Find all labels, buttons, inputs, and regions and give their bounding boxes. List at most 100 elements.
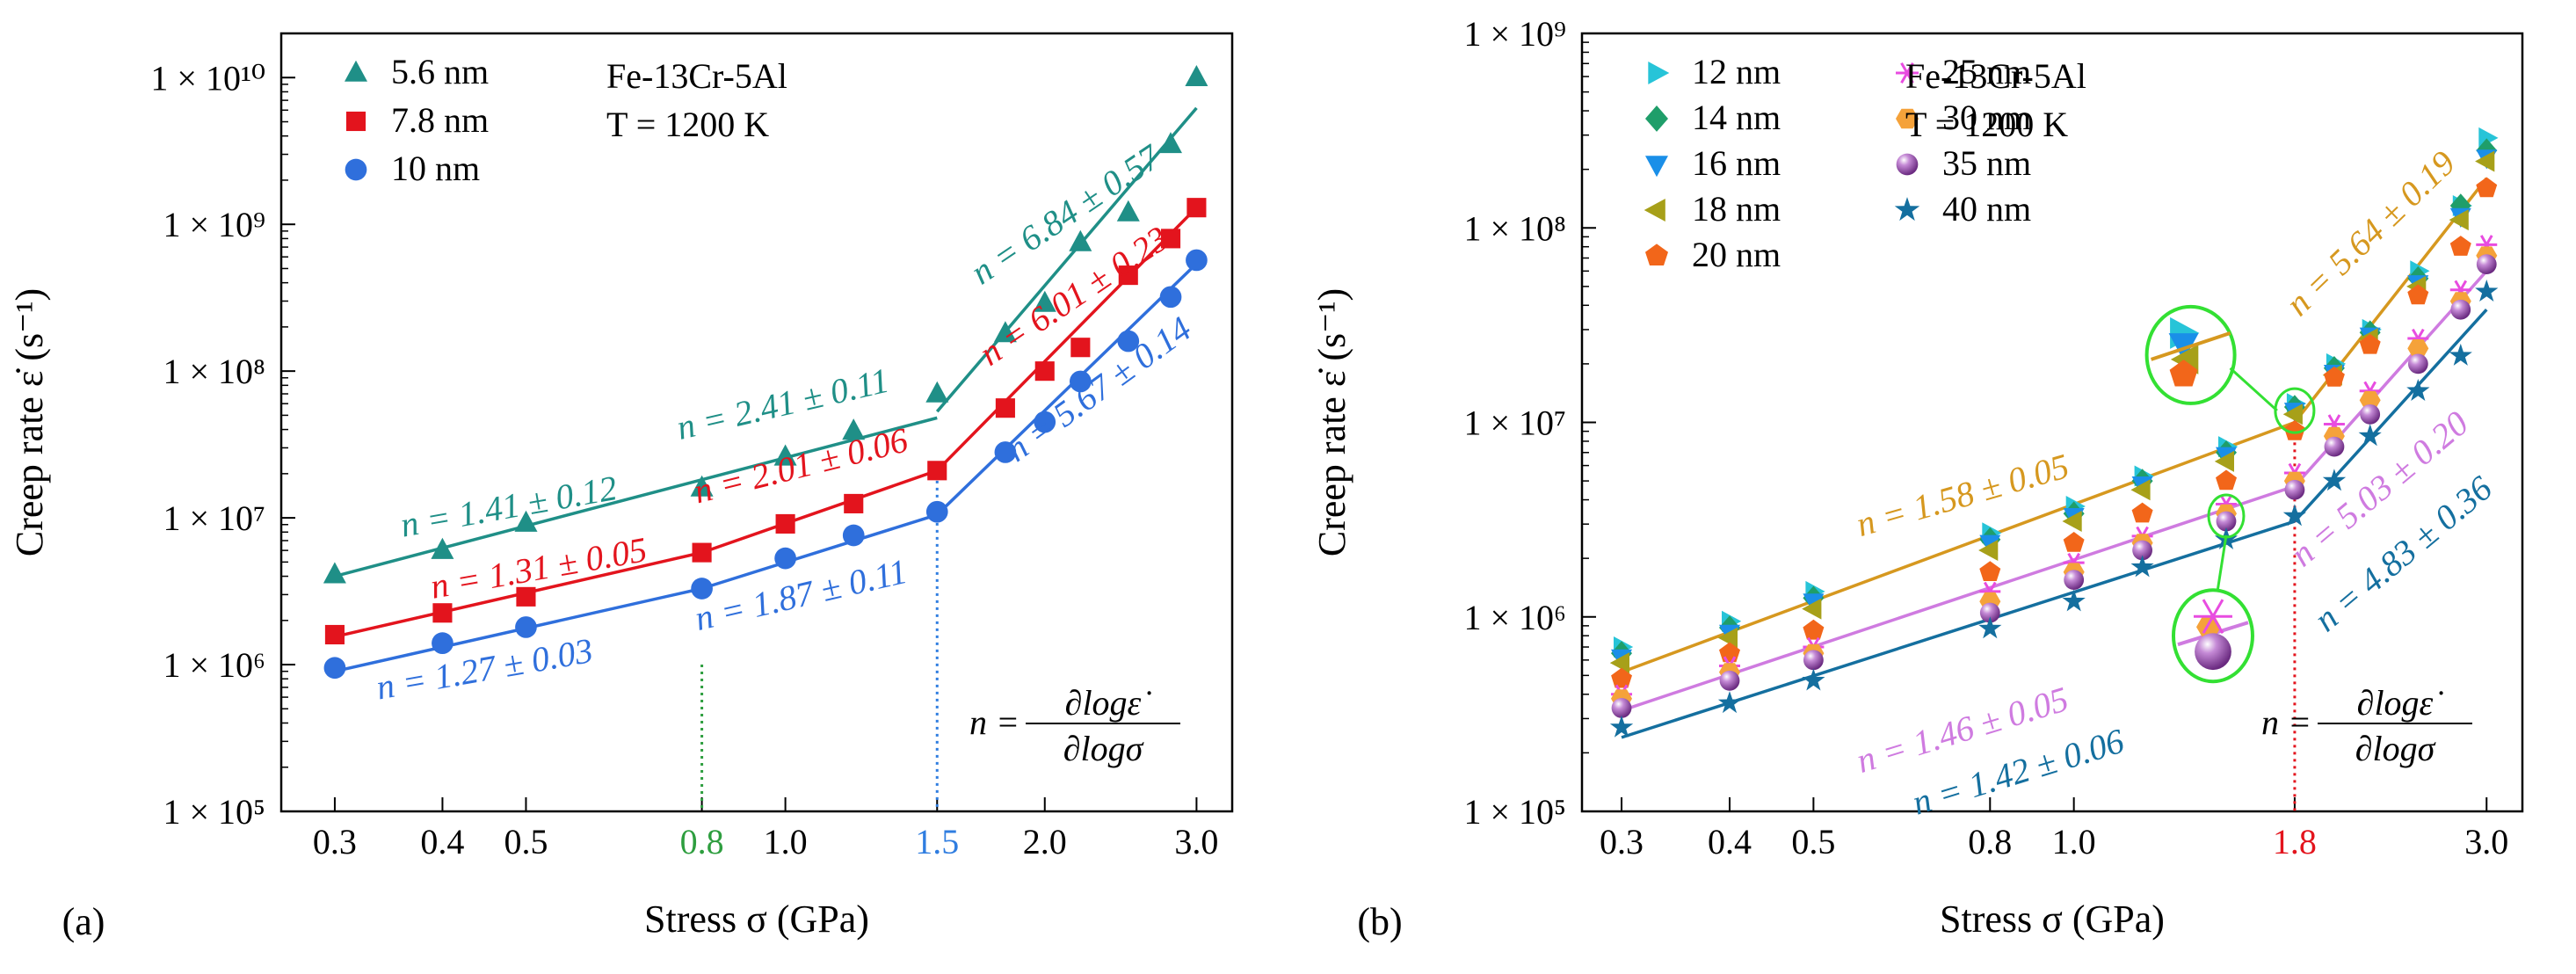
x-tick-label: 0.4: [420, 822, 464, 861]
x-tick-label: 0.3: [313, 822, 357, 861]
info-text: T = 1200 K: [606, 105, 769, 144]
fit-line: [2293, 309, 2488, 523]
data-point: [993, 321, 1017, 343]
data-point: [2449, 209, 2469, 231]
data-point: [2407, 284, 2429, 305]
legend-marker: [1896, 153, 1919, 176]
formula-denominator: ∂logσ: [2355, 729, 2436, 768]
slope-annotation: n = 1.31 ± 0.05: [427, 529, 649, 607]
legend-label: 25 nm: [1942, 52, 2031, 91]
data-point: [2216, 511, 2237, 532]
data-point: [2284, 479, 2305, 500]
legend-label: 10 nm: [391, 149, 480, 188]
data-point: [775, 513, 795, 534]
x-tick-label: 2.0: [1023, 822, 1067, 861]
x-axis-label: Stress σ (GPa): [644, 898, 869, 941]
data-point: [1186, 198, 1207, 218]
formula-denominator: ∂logσ: [1063, 729, 1144, 768]
data-point: [691, 578, 713, 600]
legend-label: 30 nm: [1942, 98, 2031, 137]
star-arm: [2202, 599, 2224, 634]
data-point: [432, 632, 454, 655]
data-point: [1033, 290, 1056, 312]
data-point: [2359, 333, 2381, 354]
data-point: [844, 493, 864, 513]
data-point: [2062, 511, 2082, 532]
info-text: T = 1200 K: [1905, 105, 2068, 144]
legend-label: 5.6 nm: [391, 52, 489, 91]
y-tick-label: 1 × 10⁸: [163, 352, 265, 391]
data-point: [994, 441, 1017, 463]
data-point: [432, 603, 453, 623]
data-point: [1159, 132, 1182, 154]
slope-annotation: n = 1.87 ± 0.11: [691, 551, 911, 638]
zoom-connector: [2229, 367, 2278, 412]
zoom-connector: [2216, 534, 2228, 592]
data-point: [1186, 249, 1208, 272]
x-tick-label: 0.5: [504, 822, 548, 861]
fit-line: [334, 416, 938, 578]
legend: 12 nm 14 nm 16 nm 18 nm 20 nm 25 nm 30 nm 35 nm…: [1644, 52, 2031, 274]
legend-marker: [1648, 62, 1670, 84]
panel-b: 0.3 0.4 0.5 0.8 1.0 1.8 3.0 1 × 10⁵ 1 × 10⁶ 1 × 1…: [1310, 14, 2524, 943]
data-point: [2475, 150, 2495, 172]
data-point: [323, 657, 346, 680]
data-point: [1717, 691, 1742, 714]
x-tick-label: 0.8: [1968, 822, 2012, 861]
data-point: [2475, 280, 2499, 302]
panel-a: 0.3 0.4 0.5 0.8 1.0 1.5 2.0 3.0 1 × 10⁵ 1 × 10⁶ 1 …: [8, 32, 1234, 943]
data-point: [2283, 420, 2305, 440]
data-point: [1979, 602, 2000, 623]
data-point: [2062, 589, 2086, 612]
legend-label: 7.8 nm: [391, 100, 489, 140]
data-point: [1803, 650, 1824, 671]
x-tick-label: 3.0: [1174, 822, 1218, 861]
formula-numerator: ∂logε̇: [2357, 683, 2444, 723]
data-point: [1117, 330, 1140, 353]
x-axis-label: Stress σ (GPa): [1940, 898, 2165, 941]
data-point: [1069, 229, 1092, 251]
y-tick-label: 1 × 10⁶: [163, 645, 265, 685]
legend-label: 20 nm: [1692, 235, 1781, 274]
fit-line: [935, 106, 1198, 413]
legend-marker: [345, 60, 367, 82]
data-point: [1978, 540, 1999, 561]
slope-annotation: n = 5.64 ± 0.19: [2278, 143, 2463, 323]
x-tick-label: 1.5: [915, 822, 959, 861]
info-text: Fe-13Cr-5Al: [1905, 56, 2086, 96]
data-point: [514, 510, 538, 532]
x-tick-label: 1.8: [2273, 822, 2317, 861]
zoom-fit-line: [2150, 331, 2231, 361]
data-point: [2216, 469, 2237, 491]
legend-marker: [1894, 197, 1920, 222]
data-point: [2131, 502, 2153, 523]
data-point: [2130, 479, 2151, 501]
data-point: [1159, 286, 1182, 309]
zoom-insets: [2144, 304, 2316, 684]
data-point: [2282, 403, 2303, 425]
legend-marker: [345, 158, 367, 181]
data-point: [1717, 627, 1738, 649]
y-tick-label: 1 × 10⁵: [163, 792, 265, 832]
data-point: [1609, 652, 1629, 674]
legend-label: 18 nm: [1692, 189, 1781, 229]
slope-annotation: n = 1.27 ± 0.03: [374, 630, 596, 708]
data-point: [995, 398, 1015, 418]
y-tick-label: 1 × 10⁷: [163, 498, 265, 538]
data-point: [2406, 379, 2430, 401]
legend-label: 16 nm: [1692, 143, 1781, 183]
legend-marker: [1645, 105, 1668, 132]
data-point: [2449, 236, 2471, 256]
panel-label: (a): [62, 900, 105, 943]
data-point: [925, 500, 948, 523]
series-35-nm: [1611, 254, 2497, 718]
y-tick-label: 1 × 10⁹: [1463, 14, 1566, 54]
series-10-nm: [323, 249, 1208, 680]
data-point: [2324, 436, 2345, 457]
data-point: [1116, 200, 1140, 222]
series-5.6-nm: [323, 65, 1208, 584]
data-point: [1719, 670, 1740, 691]
y-tick-label: 1 × 10⁵: [1463, 792, 1566, 832]
data-point: [842, 524, 865, 547]
